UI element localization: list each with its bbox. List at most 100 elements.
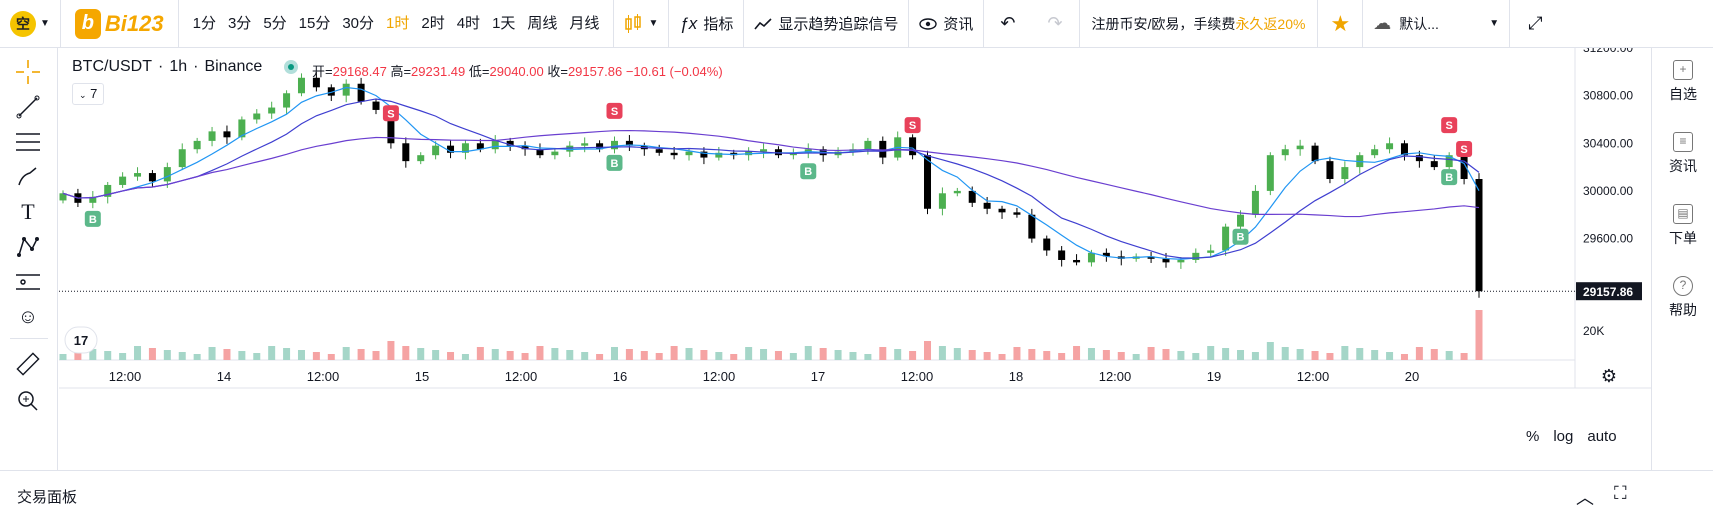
crosshair-tool[interactable] xyxy=(12,56,44,88)
interval-9[interactable]: 周线 xyxy=(527,14,558,32)
close-value: 29157.86 xyxy=(567,64,623,79)
help-icon: ? xyxy=(1673,276,1693,296)
percent-scale-button[interactable]: % xyxy=(1526,428,1540,445)
interval-5[interactable]: 1时 xyxy=(386,14,410,32)
pattern-tool[interactable] xyxy=(12,231,44,263)
zoom-tool[interactable] xyxy=(12,385,44,417)
mode-dropdown[interactable]: 空 ▼ xyxy=(0,0,60,48)
candle-body xyxy=(1028,214,1036,239)
volume-bar xyxy=(417,348,425,360)
zoom-in-icon xyxy=(18,391,38,411)
price-tick-label: 30800.00 xyxy=(1583,89,1633,103)
volume-bar xyxy=(1013,347,1021,360)
volume-bar xyxy=(715,352,723,360)
log-scale-button[interactable]: log xyxy=(1553,428,1574,445)
chevron-up-icon[interactable]: ︿ xyxy=(1576,488,1594,508)
price-chart[interactable]: 31200.00 30800.00 30400.00 30000.00 29600.00… xyxy=(59,48,1651,468)
undo-button[interactable]: ↶ xyxy=(984,0,1031,48)
candle-body xyxy=(148,173,156,182)
redo-button[interactable]: ↷ xyxy=(1031,0,1078,48)
candle-body xyxy=(208,131,216,141)
indicators-button[interactable]: ƒx 指标 xyxy=(669,0,743,48)
text-tool[interactable]: T xyxy=(12,196,44,228)
candle-body xyxy=(178,149,186,168)
candle-body xyxy=(1102,252,1110,257)
candle-body xyxy=(909,137,917,156)
sell-signal-badge xyxy=(1456,141,1473,157)
candle-body xyxy=(625,140,633,146)
fib-tool[interactable] xyxy=(12,126,44,158)
volume-bar xyxy=(297,350,305,360)
candle-body xyxy=(938,193,946,209)
interval-4[interactable]: 30分 xyxy=(342,14,375,32)
interval-7[interactable]: 4时 xyxy=(456,14,481,32)
fullscreen-button[interactable]: ⤢ xyxy=(1510,0,1560,48)
measure-tool[interactable] xyxy=(12,348,44,380)
ohlc-values: 开=29168.47 高=29231.49 低=29040.00 收=29157… xyxy=(312,61,723,80)
volume-bar xyxy=(193,354,201,360)
brand-name: Bi123 xyxy=(104,10,164,36)
ma-slow-line xyxy=(62,129,1480,218)
candle-body xyxy=(297,77,305,94)
brand-logo[interactable]: b Bi123 xyxy=(61,8,178,39)
interval-10[interactable]: 月线 xyxy=(569,14,600,32)
undo-icon: ↶ xyxy=(1000,13,1016,33)
candle-body xyxy=(461,143,469,153)
candle-body xyxy=(715,152,723,158)
volume-bar xyxy=(670,346,678,360)
volume-bar xyxy=(178,352,186,360)
volume-bar xyxy=(1386,352,1394,360)
volume-bar xyxy=(491,349,499,360)
buy-signal-badge xyxy=(800,163,817,180)
help-button[interactable]: ? 帮助 xyxy=(1652,276,1713,320)
interval-1[interactable]: 3分 xyxy=(227,14,252,32)
trend-signal-button[interactable]: 显示趋势追踪信号 xyxy=(744,0,908,48)
volume-bar xyxy=(596,354,604,360)
volume-bar xyxy=(1296,349,1304,360)
candle-body xyxy=(312,77,320,88)
tv-logo xyxy=(64,326,98,354)
help-label: 帮助 xyxy=(1669,302,1697,318)
time-tick-label: 19 xyxy=(1207,369,1221,384)
sell-signal-label: S xyxy=(909,120,916,132)
interval-3[interactable]: 15分 xyxy=(298,14,331,32)
sell-signal-badge xyxy=(382,105,399,122)
time-tick-label: 15 xyxy=(415,369,429,384)
interval-6[interactable]: 2时 xyxy=(421,14,445,32)
promo-link[interactable]: 注册币安/欧易，手续费 永久返20% xyxy=(1080,0,1318,48)
news-panel-button[interactable]: ≡ 资讯 xyxy=(1652,132,1713,176)
favorite-button[interactable]: ★ xyxy=(1318,0,1362,48)
layout-dropdown[interactable]: ☁ 默认... ▼ xyxy=(1363,0,1509,48)
candle-body xyxy=(998,208,1006,213)
trading-panel-bar[interactable]: 交易面板 ︿ ⛶ xyxy=(0,470,1713,518)
candle-body xyxy=(953,190,961,194)
symbol-name[interactable]: BTC/USDT xyxy=(72,58,152,75)
candle-body xyxy=(1266,155,1274,191)
price-tick-label: 30400.00 xyxy=(1583,136,1633,150)
news-button[interactable]: 资讯 xyxy=(909,0,983,48)
candle-body xyxy=(1147,256,1155,259)
interval-8[interactable]: 1天 xyxy=(492,14,516,32)
prediction-tool[interactable] xyxy=(12,266,44,298)
chevron-down-icon: ⌄ xyxy=(79,90,87,100)
emoji-tool[interactable]: ☺ xyxy=(12,301,44,333)
chart-type-button[interactable]: ▼ xyxy=(614,0,668,48)
market-status-icon xyxy=(284,60,299,74)
candle-body xyxy=(1177,259,1185,263)
brush-tool[interactable] xyxy=(12,161,44,193)
interval-0[interactable]: 1分 xyxy=(192,14,216,32)
order-button[interactable]: ▤ 下单 xyxy=(1652,204,1713,248)
candle-body xyxy=(402,143,410,162)
settings-gear-icon[interactable]: ⚙ xyxy=(1601,366,1617,387)
eye-icon xyxy=(919,17,938,30)
candle-body xyxy=(1222,226,1230,251)
auto-scale-button[interactable]: auto xyxy=(1587,428,1617,445)
interval-2[interactable]: 5分 xyxy=(263,14,287,32)
watchlist-button[interactable]: + 自选 xyxy=(1652,60,1713,104)
fib-icon xyxy=(16,133,40,151)
trend-line-tool[interactable] xyxy=(12,91,44,123)
maximize-icon[interactable]: ⛶ xyxy=(1614,483,1627,503)
news-label: 资讯 xyxy=(943,16,974,33)
indicator-toggle[interactable]: ⌄ 7 xyxy=(72,83,105,105)
volume-bar xyxy=(148,348,156,360)
